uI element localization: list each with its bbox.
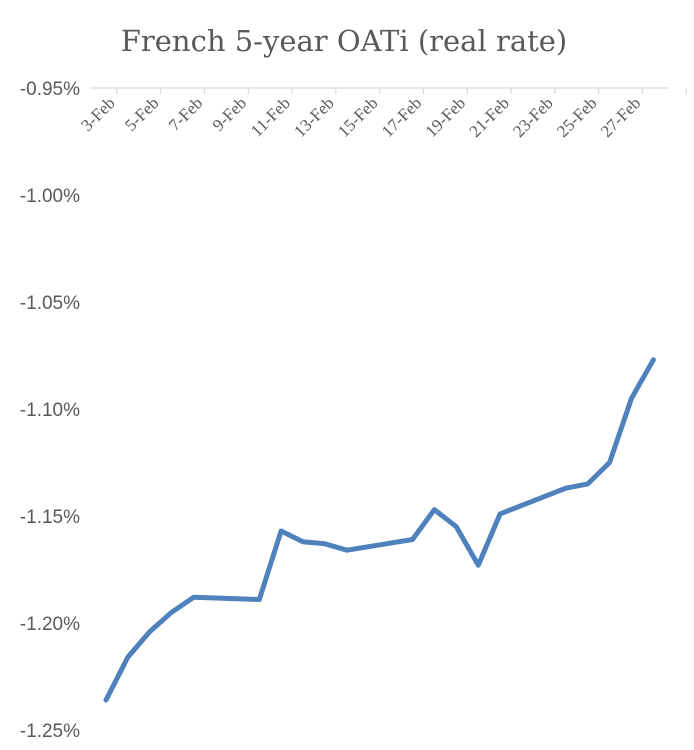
x-axis: 3-Feb 5-Feb 7-Feb 9-Feb11-Feb13-Feb15-Feb17…	[77, 87, 687, 141]
y-tick-label: -1.15%	[20, 507, 80, 528]
y-tick-label: -1.05%	[20, 293, 80, 314]
series-group	[103, 357, 656, 703]
x-tick-label: 3-Feb	[77, 93, 118, 134]
x-tick-label: 5-Feb	[121, 93, 162, 134]
x-tick-label: 25-Feb	[553, 93, 600, 140]
x-tick-label: 23-Feb	[509, 93, 556, 140]
y-axis-ticks: -0.95% -1.00% -1.05% -1.10% -1.15% -1.20% -1.2…	[20, 79, 80, 742]
x-tick-label: 7-Feb	[165, 93, 206, 134]
x-tick-label: 15-Feb	[334, 93, 381, 140]
x-tick-label: 17-Feb	[378, 93, 425, 140]
x-tick-label: 27-Feb	[597, 93, 644, 140]
x-tick-label: 21-Feb	[465, 93, 512, 140]
x-tick-label: 13-Feb	[290, 93, 337, 140]
y-tick-label: -1.20%	[20, 614, 80, 635]
y-tick-label: -1.00%	[20, 186, 80, 207]
x-tick-label: 11-Feb	[247, 93, 294, 140]
chart-title: French 5-year OATi (real rate)	[121, 24, 568, 58]
x-tick-label: 19-Feb	[422, 93, 469, 140]
y-tick-label: -0.95%	[20, 79, 80, 100]
series-line	[103, 357, 656, 703]
y-tick-label: -1.25%	[20, 721, 80, 742]
x-tick-label: 9-Feb	[209, 93, 250, 134]
y-tick-label: -1.10%	[20, 400, 80, 421]
